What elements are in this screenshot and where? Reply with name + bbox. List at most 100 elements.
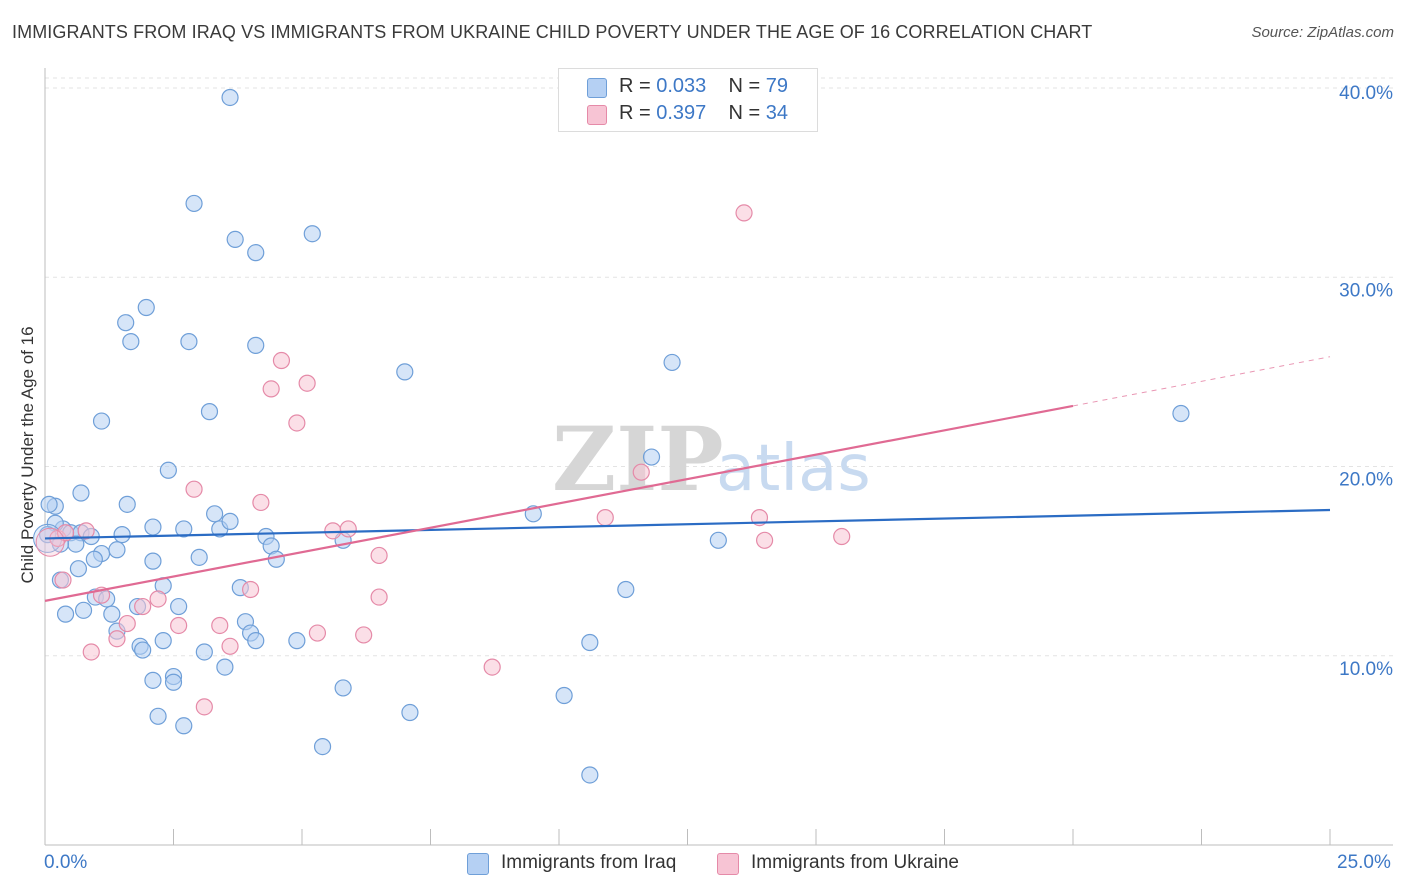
- data-point-iraq: [247, 244, 265, 262]
- data-point-iraq: [334, 679, 352, 697]
- legend-text-iraq: R = 0.033 N = 79: [619, 75, 788, 98]
- data-point-iraq: [642, 448, 661, 466]
- data-point-ukraine: [149, 590, 167, 608]
- data-point-iraq: [190, 548, 208, 566]
- data-point-iraq: [617, 580, 635, 599]
- data-point-iraq: [170, 597, 188, 616]
- data-point-iraq: [1172, 404, 1190, 423]
- data-point-iraq: [85, 550, 103, 568]
- bottom-legend-swatch-iraq: [467, 853, 489, 875]
- data-point-ukraine: [77, 522, 95, 540]
- y-tick-labels: 10.0% 20.0% 30.0% 40.0%: [1339, 83, 1393, 680]
- data-point-iraq: [113, 526, 131, 544]
- data-point-iraq: [118, 495, 136, 513]
- data-point-iraq: [396, 363, 414, 381]
- data-point-iraq: [200, 403, 219, 421]
- x-tick-label-end: 25.0%: [1337, 852, 1391, 873]
- data-point-iraq: [206, 505, 224, 523]
- y-tick-label: 40.0%: [1339, 83, 1393, 104]
- legend-n-label: N =: [728, 102, 761, 124]
- y-axis-label: Child Poverty Under the Age of 16: [18, 326, 37, 584]
- data-point-iraq: [69, 560, 88, 578]
- data-point-ukraine: [370, 546, 388, 565]
- watermark: ZIP atlas: [552, 407, 871, 511]
- data-point-iraq: [108, 541, 126, 559]
- legend-swatch-iraq: [587, 78, 607, 98]
- data-point-ukraine: [54, 571, 72, 589]
- data-point-iraq: [144, 671, 162, 689]
- data-point-ukraine: [288, 414, 306, 432]
- trend-line-ukraine-extrapolated: [1072, 356, 1331, 407]
- data-point-ukraine: [170, 616, 188, 635]
- data-point-iraq: [221, 512, 239, 530]
- series-ukraine: [35, 204, 851, 716]
- bottom-legend-swatch-ukraine: [717, 853, 739, 875]
- data-point-iraq: [581, 633, 599, 652]
- bottom-legend-label-ukraine: Immigrants from Ukraine: [751, 852, 959, 873]
- stats-legend: R = 0.033 N = 79 R = 0.397 N = 34: [558, 68, 818, 132]
- watermark-zip: ZIP: [552, 407, 724, 511]
- data-point-ukraine: [185, 480, 203, 498]
- data-point-iraq: [288, 632, 306, 650]
- data-point-ukraine: [82, 643, 100, 661]
- axis-layer: [44, 68, 1393, 846]
- y-tick-label: 20.0%: [1339, 470, 1393, 491]
- data-point-ukraine: [833, 527, 851, 546]
- data-point-iraq: [122, 332, 140, 351]
- data-point-iraq: [56, 605, 75, 623]
- y-tick-label: 30.0%: [1339, 280, 1393, 301]
- data-point-iraq: [401, 703, 419, 722]
- data-point-iraq: [313, 737, 332, 756]
- legend-r-value-iraq: 0.033: [656, 75, 707, 97]
- data-point-iraq: [226, 230, 244, 248]
- data-point-ukraine-cluster: [35, 527, 65, 557]
- data-point-iraq: [137, 298, 155, 317]
- data-point-ukraine: [118, 614, 136, 633]
- legend-text-ukraine: R = 0.397 N = 34: [619, 102, 788, 125]
- data-point-iraq: [175, 520, 193, 538]
- data-point-iraq: [247, 632, 265, 650]
- data-point-iraq: [144, 518, 162, 536]
- data-point-iraq: [117, 314, 135, 332]
- data-point-iraq: [180, 332, 198, 351]
- data-point-ukraine: [108, 630, 126, 648]
- grid-layer: [45, 77, 1393, 657]
- data-point-iraq: [221, 88, 239, 107]
- legend-n-value-iraq: 79: [765, 75, 789, 97]
- data-point-iraq: [216, 658, 234, 676]
- data-point-iraq: [195, 643, 213, 661]
- data-point-ukraine: [221, 637, 239, 655]
- data-point-iraq: [303, 225, 321, 243]
- data-point-ukraine: [56, 524, 75, 542]
- data-point-ukraine: [755, 531, 774, 549]
- data-point-ukraine: [211, 616, 229, 635]
- data-point-iraq: [144, 552, 162, 570]
- chart-title: IMMIGRANTS FROM IRAQ VS IMMIGRANTS FROM …: [12, 22, 1093, 42]
- trend-layer: [44, 356, 1331, 602]
- data-point-ukraine: [252, 493, 270, 512]
- data-point-iraq: [154, 632, 172, 650]
- data-point-ukraine: [735, 204, 753, 222]
- data-point-ukraine: [134, 597, 152, 616]
- data-point-iraq: [103, 605, 121, 623]
- trend-line-iraq: [44, 508, 1331, 540]
- data-point-iraq: [134, 641, 152, 659]
- data-point-iraq: [74, 601, 93, 619]
- chart-source: Source: ZipAtlas.com: [1251, 24, 1394, 41]
- data-point-ukraine: [339, 520, 357, 538]
- data-point-iraq: [72, 484, 90, 502]
- data-point-iraq: [164, 673, 183, 691]
- legend-n-value-ukraine: 34: [765, 102, 789, 124]
- data-point-ukraine: [195, 698, 213, 716]
- trend-line-ukraine: [44, 404, 1074, 602]
- data-point-ukraine: [308, 624, 327, 642]
- legend-r-label: R =: [619, 75, 651, 97]
- data-point-iraq: [267, 550, 285, 568]
- legend-swatch-ukraine: [587, 105, 607, 125]
- data-point-ukraine: [355, 626, 373, 644]
- data-point-ukraine: [370, 588, 388, 606]
- data-point-ukraine: [483, 658, 501, 676]
- data-point-iraq: [581, 766, 599, 784]
- data-point-iraq: [159, 461, 177, 479]
